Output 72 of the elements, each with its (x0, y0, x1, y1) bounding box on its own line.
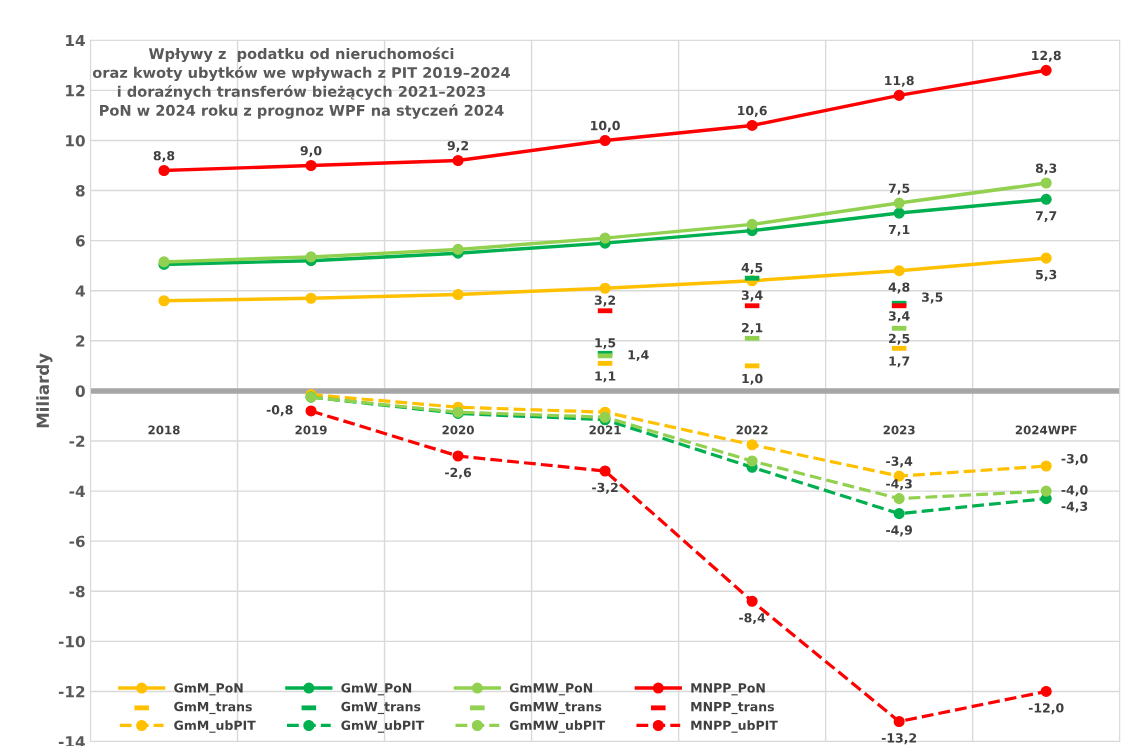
data-label: 4,5 (741, 263, 763, 274)
legend-label: MNPP_trans (691, 702, 774, 715)
y-tick-label: 4 (75, 285, 85, 297)
data-label: -4,3 (1061, 501, 1088, 513)
data-label: 3,2 (594, 295, 616, 307)
data-label: 2,1 (742, 322, 763, 335)
data-label: 11,8 (885, 75, 914, 87)
x-tick-label: 2018 (148, 425, 180, 435)
x-tick-label: 2023 (883, 425, 915, 435)
x-tick-label: 2020 (442, 425, 474, 435)
data-label: 2,5 (889, 333, 910, 345)
legend-label: GmMW_trans (509, 701, 602, 715)
data-label: 1,1 (595, 371, 616, 383)
data-label: -0,8 (266, 405, 293, 417)
y-tick-label: -8 (69, 585, 85, 598)
data-label: 7,5 (888, 183, 910, 195)
text: Wpływy z podatku od nieruchomości oraz kwoty ubytków we wpływach z PIT 2019–2024 i doraźnych transferów bieżących 2021–2023 PoN w 2024 roku z prognoz WPF na styczeń 2024 (92, 47, 510, 119)
data-label: 7,1 (888, 224, 910, 236)
data-label: 3,4 (741, 290, 763, 302)
x-tick-label: 2021 (589, 425, 621, 435)
data-label: -13,2 (881, 733, 917, 745)
legend-label: GmM_ubPIT (174, 720, 256, 733)
data-label: 1,4 (628, 350, 649, 362)
data-label: 1,0 (742, 373, 763, 385)
data-label: -4,3 (886, 478, 912, 491)
legend-label: GmW_ubPIT (341, 720, 425, 733)
data-label: -8,4 (739, 612, 766, 625)
data-label: 8,8 (153, 150, 175, 162)
data-label: 3,5 (922, 292, 943, 304)
data-label: -3,0 (1061, 453, 1088, 465)
x-tick-label: 2019 (295, 425, 327, 435)
legend-label: GmW_trans (341, 701, 421, 715)
data-label: -12,0 (1028, 703, 1064, 715)
legend-label: GmW_PoN (341, 683, 412, 696)
legend-label: GmMW_ubPIT (509, 720, 606, 733)
y-tick-label: -12 (58, 685, 85, 698)
legend-label: GmMW_PoN (509, 683, 593, 696)
legend-label: MNPP_ubPIT (691, 720, 778, 733)
legend-label: GmM_trans (174, 701, 252, 715)
data-label: 8,3 (1035, 163, 1057, 175)
data-label: -3,2 (592, 482, 618, 494)
y-tick-label: -2 (69, 435, 85, 447)
data-label: 12,8 (1032, 50, 1061, 62)
data-label: 4,8 (888, 282, 910, 294)
y-tick-label: 6 (75, 235, 85, 247)
x-tick-label: 2024WPF (1015, 425, 1077, 435)
x-tick-label: 2022 (736, 425, 768, 435)
data-label: 5,3 (1036, 269, 1057, 281)
data-label: 9,2 (447, 140, 469, 152)
data-label: -4,9 (886, 525, 913, 537)
y-tick-label: 8 (75, 185, 85, 197)
data-label: -3,4 (886, 456, 913, 468)
legend-label: GmM_PoN (174, 683, 243, 696)
data-label: 10,0 (591, 120, 620, 132)
y-tick-label: 10 (66, 134, 85, 147)
data-label: 9,0 (300, 145, 322, 157)
legend-label: MNPP_PoN (691, 683, 765, 696)
data-label: 1,7 (889, 356, 910, 368)
data-label: -4,0 (1061, 485, 1088, 497)
y-tick-label: -6 (69, 535, 85, 548)
y-tick-label: -4 (69, 485, 85, 497)
data-label: 10,6 (738, 105, 767, 117)
y-tick-label: 2 (76, 335, 85, 347)
y-tick-label: 14 (66, 34, 85, 47)
data-label: 3,4 (888, 311, 910, 323)
y-tick-label: 0 (75, 385, 85, 397)
y-axis-title: Miliardy (36, 353, 53, 428)
data-label: 1,5 (595, 338, 616, 350)
data-label: -2,6 (445, 467, 472, 479)
y-tick-label: -10 (58, 635, 85, 648)
data-label: 7,7 (1035, 211, 1057, 223)
y-tick-label: 12 (66, 84, 85, 97)
